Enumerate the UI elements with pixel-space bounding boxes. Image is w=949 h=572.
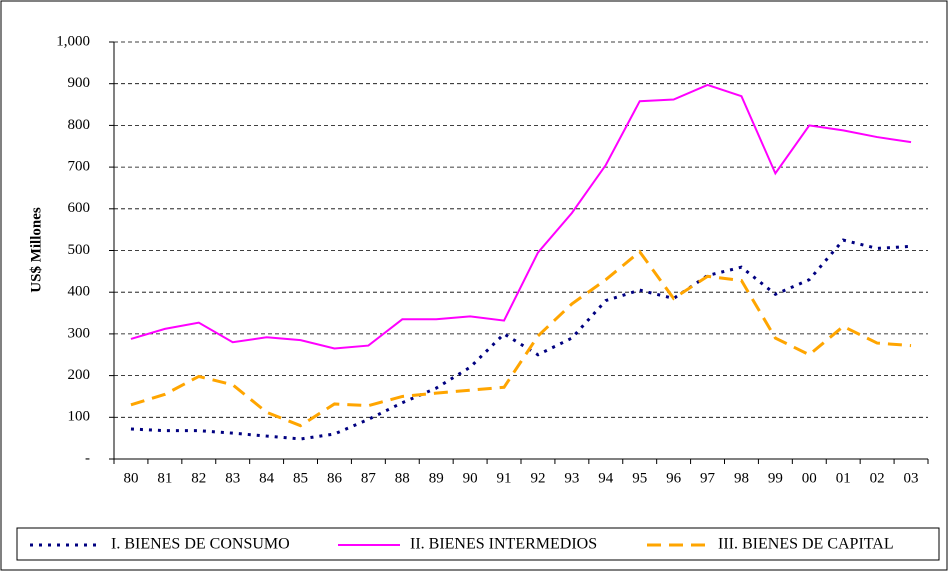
x-tick-label: 96 (666, 470, 682, 486)
series-line (130, 249, 912, 428)
x-tick-label: 87 (361, 470, 377, 486)
y-tick-label: - (85, 450, 90, 466)
x-tick-label: 88 (395, 470, 410, 486)
y-tick-label: 600 (68, 200, 91, 216)
x-tick-label: 92 (530, 470, 545, 486)
x-tick-label: 81 (157, 470, 172, 486)
x-tick-label: 82 (191, 470, 206, 486)
x-tick-label: 80 (123, 470, 138, 486)
x-tick-label: 89 (429, 470, 444, 486)
y-tick-label: 700 (68, 159, 91, 175)
y-axis-label: US$ Millones (28, 207, 44, 293)
x-tick-label: 85 (293, 470, 308, 486)
legend-label: I. BIENES DE CONSUMO (111, 536, 290, 553)
y-tick-label: 100 (68, 409, 91, 425)
x-tick-label: 91 (497, 470, 512, 486)
y-tick-label: 1,000 (56, 33, 90, 49)
x-tick-label: 90 (463, 470, 478, 486)
x-tick-label: 84 (259, 470, 275, 486)
x-tick-label: 94 (598, 470, 614, 486)
x-tick-label: 93 (564, 470, 579, 486)
y-tick-label: 200 (68, 367, 91, 383)
series-line (130, 83, 912, 350)
y-tick-label: 900 (68, 75, 91, 91)
x-tick-label: 99 (768, 470, 783, 486)
x-tick-label: 00 (802, 470, 817, 486)
x-tick-label: 86 (327, 470, 343, 486)
x-tick-label: 02 (870, 470, 885, 486)
legend-label: II. BIENES INTERMEDIOS (410, 536, 597, 553)
y-tick-label: 400 (68, 284, 91, 300)
x-tick-label: 98 (734, 470, 749, 486)
x-tick-label: 01 (836, 470, 851, 486)
x-tick-label: 83 (225, 470, 240, 486)
x-tick-label: 97 (700, 470, 716, 486)
x-tick-label: 95 (632, 470, 647, 486)
y-tick-label: 500 (68, 242, 91, 258)
legend-label: III. BIENES DE CAPITAL (718, 536, 894, 553)
y-tick-label: 300 (68, 325, 91, 341)
x-tick-label: 03 (904, 470, 919, 486)
series-line (130, 238, 912, 441)
legend-box (16, 527, 940, 561)
y-tick-label: 800 (68, 117, 91, 133)
